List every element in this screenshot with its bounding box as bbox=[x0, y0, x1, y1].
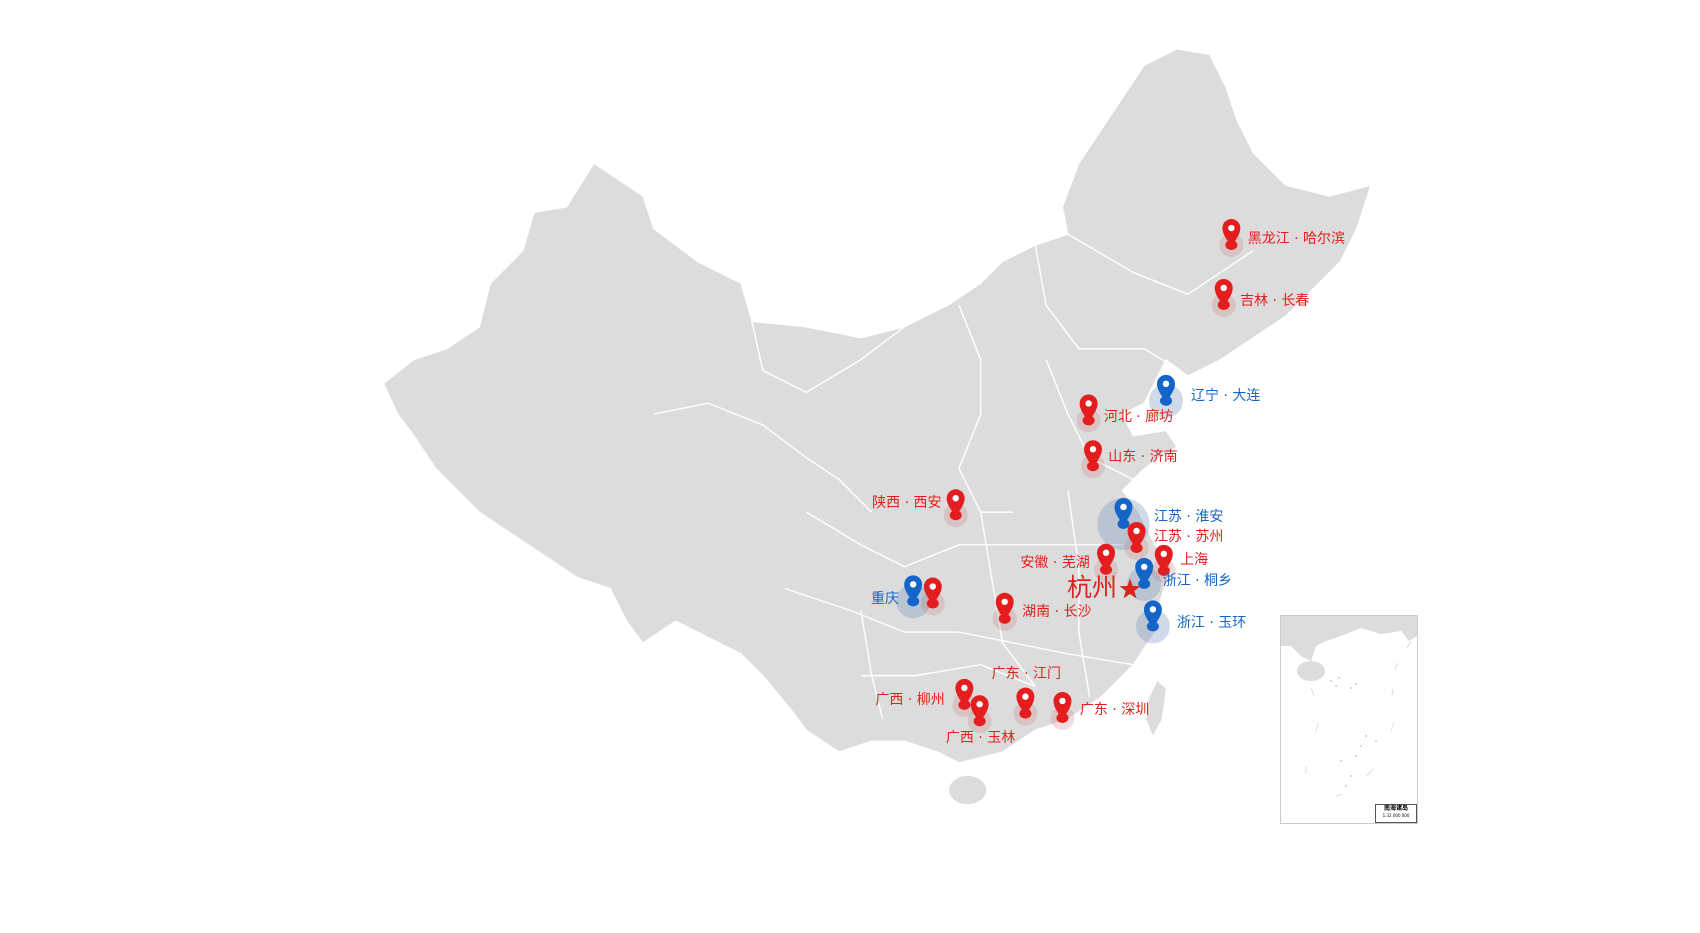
marker-label: 广东 · 江门 bbox=[991, 665, 1061, 682]
map-pin-icon bbox=[1083, 440, 1102, 469]
map-marker-red[interactable] bbox=[1076, 394, 1101, 433]
map-marker-red[interactable] bbox=[1124, 521, 1149, 560]
province-borders bbox=[653, 233, 1254, 720]
center-city-label: 杭州 bbox=[1066, 573, 1117, 603]
map-pin-icon bbox=[1156, 374, 1175, 403]
map-pin-icon bbox=[1154, 544, 1173, 573]
map-pin-icon bbox=[995, 592, 1014, 621]
pin-hole bbox=[1022, 693, 1029, 700]
marker-label: 浙江 · 玉环 bbox=[1176, 614, 1247, 631]
map-marker-blue[interactable] bbox=[1135, 600, 1170, 644]
marker-label: 陕西 · 西安 bbox=[872, 494, 942, 511]
map-pin-icon bbox=[955, 678, 974, 707]
map-marker-red[interactable] bbox=[1013, 687, 1038, 726]
marker-label: 黑龙江 · 哈尔滨 bbox=[1247, 231, 1346, 248]
marker-label: 浙江 · 桐乡 bbox=[1162, 573, 1233, 590]
marker-label: 江苏 · 苏州 bbox=[1153, 528, 1224, 545]
inset-legend: 南海诸岛 1:32 000 000 bbox=[1375, 804, 1417, 823]
map-pin-icon bbox=[1079, 394, 1098, 423]
inset-title: 南海诸岛 bbox=[1383, 805, 1408, 812]
map-pin-icon bbox=[923, 577, 942, 606]
star-icon[interactable] bbox=[1119, 578, 1141, 599]
china-landmass bbox=[382, 48, 1372, 764]
map-pin-icon bbox=[904, 575, 923, 604]
pin-hole bbox=[1120, 503, 1127, 511]
pin-hole bbox=[909, 581, 917, 588]
marker-label: 安徽 · 芜湖 bbox=[1020, 554, 1090, 571]
map-pin-icon bbox=[970, 695, 989, 724]
pin-hole bbox=[1220, 284, 1227, 292]
marker-label: 广东 · 深圳 bbox=[1079, 701, 1150, 718]
pin-hole bbox=[1001, 598, 1008, 605]
pin-hole bbox=[976, 701, 983, 708]
pin-hole bbox=[1133, 527, 1140, 535]
map-marker-blue[interactable] bbox=[1148, 374, 1183, 418]
south-china-sea-inset: 南海诸岛 1:32 000 000 bbox=[1280, 615, 1418, 824]
map-marker-red[interactable] bbox=[943, 489, 968, 528]
map-marker-red[interactable] bbox=[992, 592, 1017, 631]
pin-hole bbox=[929, 583, 936, 590]
inset-scale: 1:32 000 000 bbox=[1382, 813, 1410, 818]
marker-label: 山东 · 济南 bbox=[1108, 448, 1178, 465]
map-pin-icon bbox=[1016, 687, 1035, 716]
pin-hole bbox=[1102, 549, 1110, 556]
map-pin-icon bbox=[1114, 497, 1133, 526]
map-pin-icon bbox=[1097, 543, 1116, 572]
taiwan-island bbox=[1146, 681, 1166, 736]
inset-map bbox=[1281, 616, 1417, 797]
marker-label: 广西 · 玉林 bbox=[945, 730, 1016, 747]
map-marker-red[interactable] bbox=[1151, 544, 1176, 583]
pin-hole bbox=[1140, 563, 1148, 571]
map-marker-red[interactable] bbox=[920, 577, 945, 616]
hainan-island bbox=[949, 775, 987, 805]
marker-label: 吉林 · 长春 bbox=[1240, 293, 1310, 310]
map-pin-icon bbox=[1214, 278, 1233, 307]
map-marker-red[interactable] bbox=[967, 695, 992, 734]
marker-label: 湖南 · 长沙 bbox=[1022, 603, 1092, 620]
map-marker-red[interactable] bbox=[1219, 219, 1244, 258]
pin-hole bbox=[1162, 380, 1170, 388]
map-marker-red[interactable] bbox=[1050, 691, 1075, 730]
map-pin-icon bbox=[946, 489, 965, 518]
pin-hole bbox=[1085, 400, 1092, 407]
pin-hole bbox=[1089, 446, 1097, 453]
map-pin-icon bbox=[1222, 219, 1241, 248]
map-marker-red[interactable] bbox=[1080, 440, 1105, 479]
pin-hole bbox=[1149, 606, 1157, 613]
marker-label: 江苏 · 淮安 bbox=[1153, 508, 1224, 525]
pin-hole bbox=[952, 495, 959, 502]
marker-label: 河北 · 廊坊 bbox=[1103, 408, 1174, 425]
pin-hole bbox=[1059, 697, 1066, 705]
pin-hole bbox=[1228, 224, 1235, 232]
map-pin-icon bbox=[1053, 691, 1072, 720]
marker-label: 辽宁 · 大连 bbox=[1191, 387, 1261, 404]
map-marker-red[interactable] bbox=[1211, 278, 1236, 317]
marker-label: 广西 · 柳州 bbox=[875, 691, 945, 708]
marker-label: 重庆 bbox=[871, 590, 900, 607]
map-pin-icon bbox=[1143, 600, 1162, 629]
pin-hole bbox=[961, 684, 968, 692]
map-pin-icon bbox=[1127, 521, 1146, 550]
map-pin-icon bbox=[1135, 557, 1154, 586]
map-marker-blue[interactable] bbox=[1127, 557, 1162, 601]
map-marker-red[interactable] bbox=[1094, 543, 1119, 582]
map-marker-red[interactable] bbox=[952, 678, 977, 717]
marker-label: 上海 bbox=[1180, 552, 1209, 569]
pin-hole bbox=[1160, 550, 1167, 558]
map-marker-blue[interactable] bbox=[896, 575, 931, 619]
